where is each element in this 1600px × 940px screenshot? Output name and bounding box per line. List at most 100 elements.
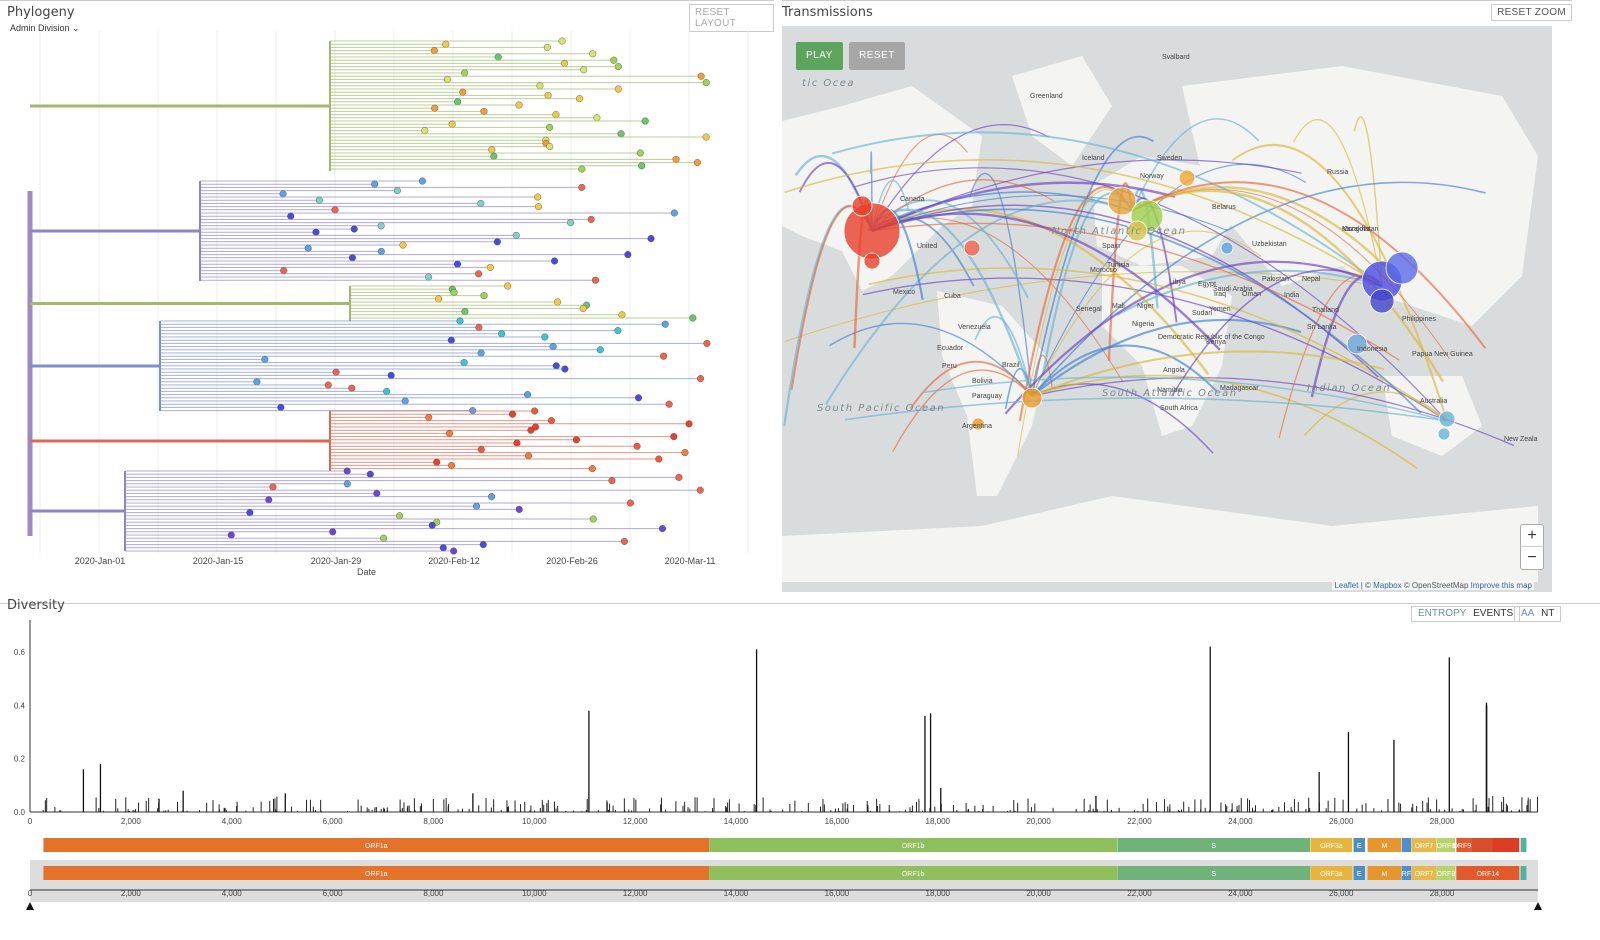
location-bubble[interactable]: [1107, 186, 1137, 216]
tree-tip[interactable]: [665, 400, 673, 408]
location-bubble[interactable]: [1126, 220, 1148, 242]
tree-tip[interactable]: [450, 288, 458, 296]
tree-tip[interactable]: [261, 355, 269, 363]
gene-block[interactable]: [1471, 838, 1493, 852]
gene-block[interactable]: [43, 838, 710, 852]
tree-tip[interactable]: [287, 212, 295, 220]
tree-tip[interactable]: [513, 439, 521, 447]
tree-tip[interactable]: [670, 433, 678, 441]
tree-tip[interactable]: [443, 75, 451, 83]
tree-tip[interactable]: [324, 381, 332, 389]
tree-tip[interactable]: [460, 359, 468, 367]
tree-tip[interactable]: [658, 525, 666, 533]
brush-handle-right[interactable]: [1534, 902, 1542, 910]
tree-tip[interactable]: [660, 352, 668, 360]
gene-block[interactable]: [1456, 866, 1520, 880]
tree-tip[interactable]: [401, 397, 409, 405]
gene-block[interactable]: [1310, 838, 1353, 852]
tree-tip[interactable]: [647, 235, 655, 243]
tree-tip[interactable]: [614, 327, 622, 335]
tree-tip[interactable]: [380, 534, 388, 542]
tree-tip[interactable]: [265, 496, 273, 504]
tree-tip[interactable]: [596, 346, 604, 354]
tree-tip[interactable]: [399, 241, 407, 249]
tree-tip[interactable]: [304, 244, 312, 252]
tree-tip[interactable]: [418, 177, 426, 185]
tree-tip[interactable]: [702, 79, 710, 87]
tree-tip[interactable]: [624, 251, 632, 259]
tree-tip[interactable]: [453, 260, 461, 268]
gene-block[interactable]: [43, 866, 710, 880]
tree-tip[interactable]: [588, 465, 596, 473]
tree-tip[interactable]: [546, 143, 554, 151]
tree-tip[interactable]: [561, 59, 569, 67]
tree-tip[interactable]: [461, 308, 469, 316]
location-bubble[interactable]: [1178, 169, 1196, 187]
gene-block[interactable]: [1520, 866, 1527, 880]
entropy-chart[interactable]: 0.0 0.2 0.4 0.6 0 2,000 4,000 6,000 8,000 10,000 1…: [0, 612, 1580, 940]
tree-tip[interactable]: [421, 127, 429, 135]
tree-tip[interactable]: [697, 375, 705, 383]
location-bubble[interactable]: [843, 202, 901, 260]
gene-block[interactable]: [1401, 838, 1412, 852]
gene-block[interactable]: [1353, 866, 1365, 880]
nt-toggle[interactable]: NT: [1541, 608, 1555, 619]
location-bubble[interactable]: [863, 252, 881, 270]
tree-tip[interactable]: [546, 123, 554, 131]
tree-tip[interactable]: [672, 155, 680, 163]
tree-tip[interactable]: [553, 298, 561, 306]
tree-tip[interactable]: [425, 413, 433, 421]
gene-block[interactable]: [1492, 838, 1520, 852]
tree-tip[interactable]: [477, 445, 485, 453]
leaflet-link[interactable]: Leaflet: [1334, 581, 1359, 590]
gene-block[interactable]: [1353, 838, 1365, 852]
improve-map-link[interactable]: Improve this map: [1470, 581, 1532, 590]
tree-tip[interactable]: [475, 323, 483, 331]
tree-tip[interactable]: [641, 117, 649, 125]
tree-tip[interactable]: [377, 222, 385, 230]
tree-tip[interactable]: [633, 442, 641, 450]
tree-tip[interactable]: [448, 120, 456, 128]
tree-tip[interactable]: [527, 426, 535, 434]
tree-tip[interactable]: [488, 146, 496, 154]
tree-tip[interactable]: [493, 238, 501, 246]
tree-tip[interactable]: [371, 180, 379, 188]
tree-tip[interactable]: [587, 215, 595, 223]
tree-tip[interactable]: [331, 206, 339, 214]
tree-tip[interactable]: [479, 541, 487, 549]
tree-tip[interactable]: [253, 378, 261, 386]
transmissions-map[interactable]: Svalbard Greenland Iceland Sweden Norway Russ…: [782, 26, 1552, 592]
gene-block[interactable]: [1401, 866, 1412, 880]
tree-tip[interactable]: [593, 114, 601, 122]
tree-tip[interactable]: [579, 304, 587, 312]
tree-tip[interactable]: [490, 152, 498, 160]
tree-tip[interactable]: [685, 420, 693, 428]
tree-tip[interactable]: [552, 362, 560, 370]
tree-tip[interactable]: [461, 69, 469, 77]
tree-tip[interactable]: [442, 40, 450, 48]
gene-block[interactable]: [709, 866, 1118, 880]
tree-tip[interactable]: [614, 85, 622, 93]
zoom-in-button[interactable]: +: [1521, 525, 1543, 547]
tree-tip[interactable]: [396, 512, 404, 520]
tree-tip[interactable]: [454, 98, 462, 106]
tree-tip[interactable]: [531, 407, 539, 415]
tree-tip[interactable]: [350, 225, 358, 233]
location-bubble[interactable]: [1220, 241, 1234, 255]
tree-tip[interactable]: [312, 228, 320, 236]
gene-block[interactable]: [1436, 866, 1456, 880]
tree-tip[interactable]: [445, 429, 453, 437]
tree-tip[interactable]: [551, 257, 559, 265]
location-bubble[interactable]: [1021, 387, 1043, 409]
tree-tip[interactable]: [693, 159, 701, 167]
tree-tip[interactable]: [547, 417, 555, 425]
events-toggle[interactable]: EVENTS: [1473, 608, 1514, 619]
color-by-dropdown[interactable]: Admin Division ⌄: [10, 23, 80, 34]
tree-tip[interactable]: [425, 273, 433, 281]
tree-tip[interactable]: [459, 88, 467, 96]
tree-tip[interactable]: [620, 537, 628, 545]
tree-tip[interactable]: [488, 493, 496, 501]
tree-tip[interactable]: [515, 505, 523, 513]
tree-tip[interactable]: [655, 455, 663, 463]
gene-block[interactable]: [1411, 866, 1437, 880]
